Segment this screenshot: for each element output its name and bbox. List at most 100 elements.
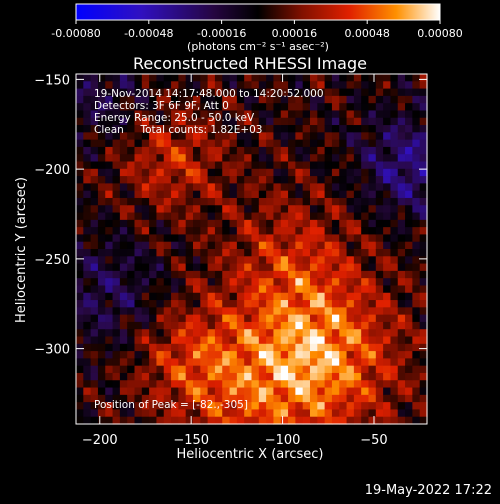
heatmap-cell [288, 95, 296, 104]
heatmap-cell [214, 227, 223, 236]
heatmap-cell [105, 125, 114, 133]
heatmap-cell [76, 103, 84, 112]
heatmap-cell [112, 103, 121, 112]
heatmap-cell [302, 278, 311, 287]
heatmap-cell [214, 219, 223, 228]
heatmap-cell [193, 161, 201, 170]
heatmap-cell [90, 372, 99, 381]
heatmap-cell [76, 197, 84, 206]
heatmap-cell [258, 88, 267, 97]
heatmap-cell [229, 219, 238, 228]
heatmap-cell [397, 154, 406, 163]
heatmap-cell [134, 146, 143, 155]
heatmap-cell [258, 329, 267, 338]
heatmap-cell [222, 117, 231, 126]
heatmap-cell [178, 329, 187, 338]
heatmap-cell [76, 372, 84, 381]
heatmap-cell [397, 161, 406, 170]
heatmap-cell [207, 351, 216, 359]
heatmap-cell [141, 307, 150, 316]
heatmap-cell [185, 88, 194, 97]
heatmap-cell [397, 249, 406, 257]
heatmap-cell [119, 387, 128, 396]
heatmap-cell [273, 249, 282, 257]
heatmap-cell [200, 219, 209, 228]
heatmap-cell [390, 146, 399, 155]
heatmap-cell [375, 263, 384, 272]
heatmap-cell [251, 307, 260, 316]
heatmap-cell [214, 409, 223, 418]
heatmap-cell [310, 394, 318, 403]
heatmap-cell [280, 103, 289, 112]
heatmap-cell [412, 205, 421, 214]
heatmap-cell [251, 278, 260, 287]
heatmap-cell [368, 176, 377, 184]
heatmap-cell [331, 146, 340, 155]
heatmap-cell [353, 74, 362, 82]
heatmap-cell [390, 365, 399, 374]
heatmap-cell [185, 307, 194, 316]
heatmap-cell [258, 103, 267, 112]
heatmap-cell [258, 256, 267, 265]
heatmap-cell [76, 278, 84, 287]
heatmap-cell [149, 88, 158, 97]
heatmap-cell [185, 336, 194, 345]
heatmap-cell [83, 125, 92, 133]
heatmap-cell [258, 270, 267, 279]
heatmap-cell [207, 380, 216, 389]
heatmap-cell [266, 103, 275, 112]
colorbar-tick-label-4: 0.00048 [344, 27, 390, 40]
heatmap-cell [193, 372, 201, 381]
heatmap-cell [119, 249, 128, 257]
heatmap-cell [288, 212, 296, 221]
heatmap-cell [127, 88, 136, 97]
heatmap-cell [207, 132, 216, 141]
heatmap-cell [361, 212, 370, 221]
heatmap-cell [105, 146, 114, 155]
heatmap-cell [127, 117, 136, 126]
heatmap-cell [185, 329, 194, 338]
heatmap-cell [331, 343, 340, 352]
heatmap-cell [163, 285, 172, 294]
heatmap-cell [302, 234, 311, 243]
heatmap-cell [193, 81, 201, 90]
heatmap-cell [244, 125, 253, 133]
heatmap-cell [375, 176, 384, 184]
heatmap-cell [222, 219, 231, 228]
heatmap-cell [119, 227, 128, 236]
heatmap-cell [251, 74, 260, 82]
heatmap-cell [266, 394, 275, 403]
heatmap-cell [266, 117, 275, 126]
heatmap-cell [375, 249, 384, 257]
heatmap-cell [302, 307, 311, 316]
heatmap-cell [361, 183, 370, 192]
heatmap-cell [222, 227, 231, 236]
heatmap-cell [383, 219, 392, 228]
heatmap-cell [383, 110, 392, 119]
heatmap-cell [251, 321, 260, 330]
heatmap-cell [97, 190, 106, 199]
heatmap-cell [324, 336, 333, 345]
heatmap-cell [412, 307, 421, 316]
heatmap-cell [390, 402, 399, 411]
heatmap-cell [171, 416, 179, 425]
heatmap-cell [361, 314, 370, 323]
heatmap-cell [273, 74, 282, 82]
heatmap-cell [214, 168, 223, 177]
heatmap-cell [178, 227, 187, 236]
heatmap-cell [419, 103, 428, 112]
heatmap-cell [244, 270, 253, 279]
heatmap-cell [368, 227, 377, 236]
heatmap-cell [171, 278, 179, 287]
heatmap-cell [76, 190, 84, 199]
heatmap-cell [280, 176, 289, 184]
heatmap-cell [171, 314, 179, 323]
heatmap-cell [361, 343, 370, 352]
heatmap-cell [236, 125, 245, 133]
heatmap-cell [405, 161, 413, 170]
heatmap-cell [419, 292, 428, 301]
heatmap-cell [346, 270, 355, 279]
heatmap-cell [200, 416, 209, 425]
heatmap-cell [273, 183, 282, 192]
heatmap-cell [419, 365, 428, 374]
